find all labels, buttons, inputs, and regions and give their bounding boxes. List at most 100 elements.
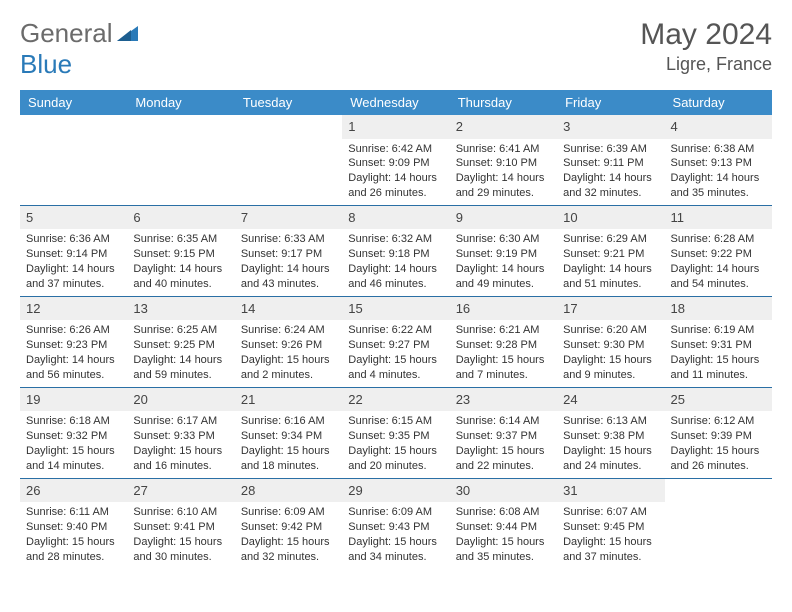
day-body (20, 133, 127, 140)
weekday-header: Monday (127, 90, 234, 115)
day-number: 8 (342, 206, 449, 230)
day-line: Sunrise: 6:25 AM (133, 323, 228, 338)
calendar-day-cell (20, 115, 127, 205)
day-number: 25 (665, 388, 772, 412)
day-line: Daylight: 15 hours (26, 535, 121, 550)
calendar-week-row: 19Sunrise: 6:18 AMSunset: 9:32 PMDayligh… (20, 387, 772, 478)
day-line: and 24 minutes. (563, 459, 658, 474)
day-line: and 2 minutes. (241, 368, 336, 383)
day-line: Sunset: 9:35 PM (348, 429, 443, 444)
calendar-day-cell: 29Sunrise: 6:09 AMSunset: 9:43 PMDayligh… (342, 478, 449, 568)
day-line: Sunset: 9:37 PM (456, 429, 551, 444)
day-line: and 37 minutes. (26, 277, 121, 292)
calendar-day-cell: 9Sunrise: 6:30 AMSunset: 9:19 PMDaylight… (450, 205, 557, 296)
day-line: Daylight: 15 hours (563, 535, 658, 550)
day-body: Sunrise: 6:20 AMSunset: 9:30 PMDaylight:… (557, 320, 664, 386)
day-line: and 32 minutes. (563, 186, 658, 201)
title-block: May 2024 Ligre, France (640, 18, 772, 75)
day-line: Daylight: 14 hours (671, 262, 766, 277)
day-line: Sunset: 9:15 PM (133, 247, 228, 262)
day-line: and 43 minutes. (241, 277, 336, 292)
day-line: Sunset: 9:14 PM (26, 247, 121, 262)
day-body: Sunrise: 6:30 AMSunset: 9:19 PMDaylight:… (450, 229, 557, 295)
day-line: and 11 minutes. (671, 368, 766, 383)
day-line: Sunrise: 6:10 AM (133, 505, 228, 520)
day-line: Sunrise: 6:42 AM (348, 142, 443, 157)
calendar-day-cell: 11Sunrise: 6:28 AMSunset: 9:22 PMDayligh… (665, 205, 772, 296)
day-line: Sunrise: 6:32 AM (348, 232, 443, 247)
day-line: Daylight: 15 hours (456, 353, 551, 368)
day-body: Sunrise: 6:08 AMSunset: 9:44 PMDaylight:… (450, 502, 557, 568)
day-line: Daylight: 15 hours (241, 444, 336, 459)
day-line: Sunset: 9:34 PM (241, 429, 336, 444)
day-number: 2 (450, 115, 557, 139)
day-body: Sunrise: 6:41 AMSunset: 9:10 PMDaylight:… (450, 139, 557, 205)
day-body: Sunrise: 6:07 AMSunset: 9:45 PMDaylight:… (557, 502, 664, 568)
day-line: Sunset: 9:38 PM (563, 429, 658, 444)
logo-part1: General (20, 18, 113, 49)
day-line: Daylight: 15 hours (671, 353, 766, 368)
day-body: Sunrise: 6:26 AMSunset: 9:23 PMDaylight:… (20, 320, 127, 386)
day-line: Sunrise: 6:12 AM (671, 414, 766, 429)
calendar-day-cell: 13Sunrise: 6:25 AMSunset: 9:25 PMDayligh… (127, 296, 234, 387)
day-number: 13 (127, 297, 234, 321)
calendar-day-cell: 16Sunrise: 6:21 AMSunset: 9:28 PMDayligh… (450, 296, 557, 387)
day-body: Sunrise: 6:22 AMSunset: 9:27 PMDaylight:… (342, 320, 449, 386)
day-number: 17 (557, 297, 664, 321)
calendar-day-cell: 1Sunrise: 6:42 AMSunset: 9:09 PMDaylight… (342, 115, 449, 205)
day-line: Sunrise: 6:38 AM (671, 142, 766, 157)
day-line: Sunrise: 6:22 AM (348, 323, 443, 338)
day-number: 15 (342, 297, 449, 321)
day-line: Daylight: 15 hours (348, 444, 443, 459)
day-line: Daylight: 15 hours (348, 353, 443, 368)
day-line: and 32 minutes. (241, 550, 336, 565)
day-body (127, 133, 234, 140)
day-line: and 16 minutes. (133, 459, 228, 474)
day-number: 10 (557, 206, 664, 230)
calendar-day-cell: 7Sunrise: 6:33 AMSunset: 9:17 PMDaylight… (235, 205, 342, 296)
calendar-day-cell: 24 Sunrise: 6:13 AMSunset: 9:38 PMDayligh… (557, 387, 664, 478)
day-line: Sunrise: 6:15 AM (348, 414, 443, 429)
day-line: Daylight: 14 hours (671, 171, 766, 186)
day-body: Sunrise: 6:19 AMSunset: 9:31 PMDaylight:… (665, 320, 772, 386)
day-line: Sunset: 9:40 PM (26, 520, 121, 535)
day-line: Sunrise: 6:35 AM (133, 232, 228, 247)
day-body: Sunrise: 6:10 AMSunset: 9:41 PMDaylight:… (127, 502, 234, 568)
calendar-day-cell: 30Sunrise: 6:08 AMSunset: 9:44 PMDayligh… (450, 478, 557, 568)
day-line: Sunrise: 6:18 AM (26, 414, 121, 429)
day-body: Sunrise: 6:38 AMSunset: 9:13 PMDaylight:… (665, 139, 772, 205)
calendar-day-cell: 15Sunrise: 6:22 AMSunset: 9:27 PMDayligh… (342, 296, 449, 387)
day-line: and 18 minutes. (241, 459, 336, 474)
day-line: Sunrise: 6:13 AM (563, 414, 658, 429)
day-line: Sunrise: 6:08 AM (456, 505, 551, 520)
day-number: 24 (557, 388, 664, 412)
day-body: Sunrise: 6:42 AMSunset: 9:09 PMDaylight:… (342, 139, 449, 205)
day-line: Daylight: 15 hours (456, 535, 551, 550)
day-line: Daylight: 14 hours (348, 171, 443, 186)
day-number: 23 (450, 388, 557, 412)
day-body: Sunrise: 6:32 AMSunset: 9:18 PMDaylight:… (342, 229, 449, 295)
calendar-day-cell: 31Sunrise: 6:07 AMSunset: 9:45 PMDayligh… (557, 478, 664, 568)
day-line: Sunrise: 6:39 AM (563, 142, 658, 157)
day-line: and 22 minutes. (456, 459, 551, 474)
day-line: Sunset: 9:18 PM (348, 247, 443, 262)
day-body: Sunrise: 6:18 AMSunset: 9:32 PMDaylight:… (20, 411, 127, 477)
day-line: Sunset: 9:13 PM (671, 156, 766, 171)
day-line: Daylight: 14 hours (26, 262, 121, 277)
day-line: Sunset: 9:22 PM (671, 247, 766, 262)
calendar-week-row: 12Sunrise: 6:26 AMSunset: 9:23 PMDayligh… (20, 296, 772, 387)
day-number: 20 (127, 388, 234, 412)
weekday-header: Friday (557, 90, 664, 115)
logo-triangle-icon (117, 18, 139, 49)
calendar-day-cell: 18Sunrise: 6:19 AMSunset: 9:31 PMDayligh… (665, 296, 772, 387)
day-number: 3 (557, 115, 664, 139)
day-line: Sunrise: 6:20 AM (563, 323, 658, 338)
day-line: Sunset: 9:45 PM (563, 520, 658, 535)
day-body: Sunrise: 6:09 AMSunset: 9:42 PMDaylight:… (235, 502, 342, 568)
day-line: Daylight: 15 hours (563, 444, 658, 459)
calendar-day-cell: 22Sunrise: 6:15 AMSunset: 9:35 PMDayligh… (342, 387, 449, 478)
day-line: Sunset: 9:10 PM (456, 156, 551, 171)
month-title: May 2024 (640, 18, 772, 52)
day-body: Sunrise: 6:15 AMSunset: 9:35 PMDaylight:… (342, 411, 449, 477)
logo: General (20, 18, 141, 49)
